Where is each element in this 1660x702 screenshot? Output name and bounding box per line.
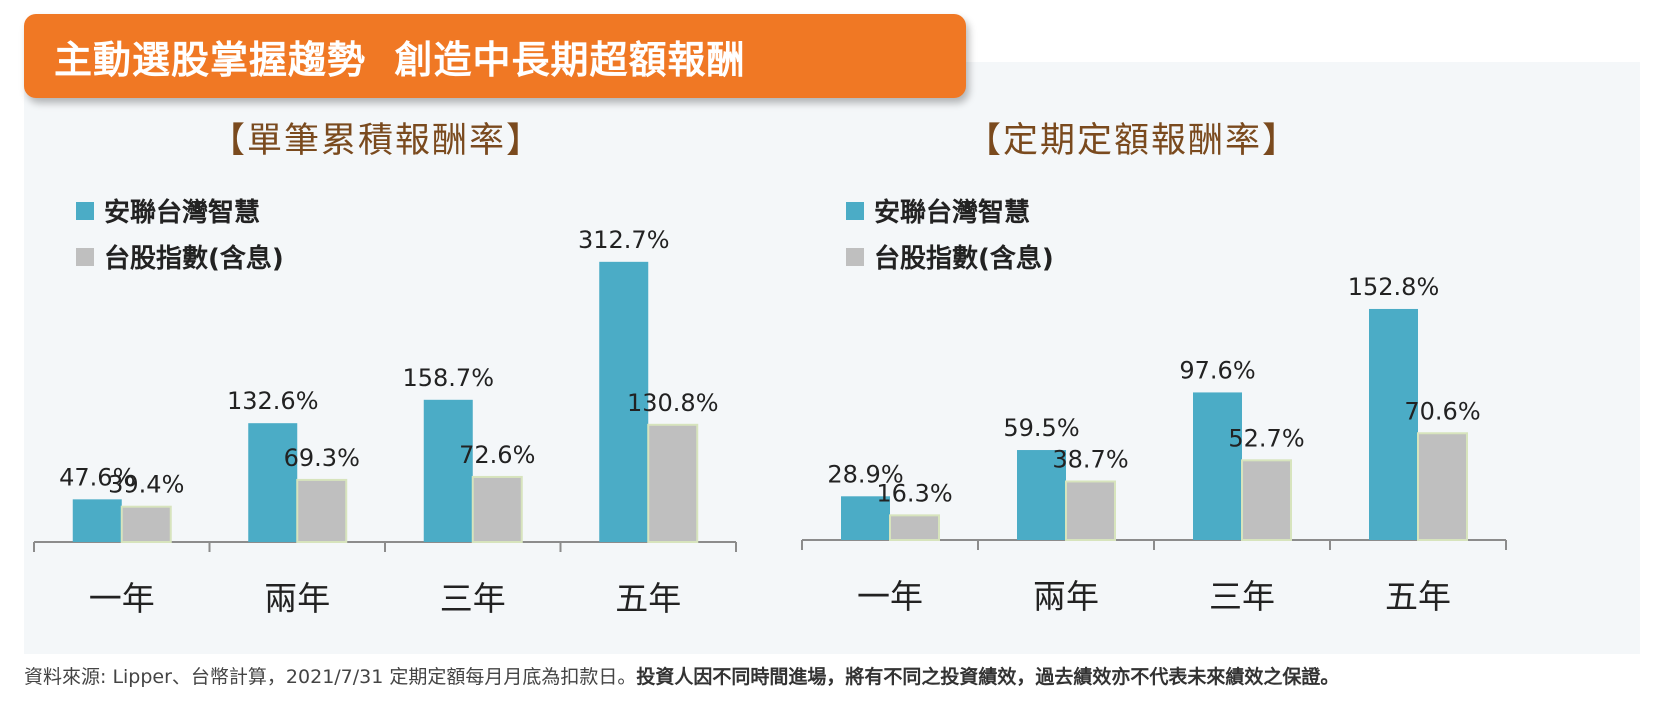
x-tick-label: 兩年	[264, 579, 330, 618]
legend-swatch-index	[76, 247, 94, 266]
footnote: 資料來源: Lipper、台幣計算，2021/7/31 定期定額每月月底為扣款日…	[24, 662, 1339, 689]
x-tick-label: 三年	[440, 579, 506, 618]
legend-swatch-fund	[846, 201, 864, 220]
bar-index	[120, 505, 172, 543]
bar-fund	[248, 423, 298, 542]
legend-fund-1: 安聯台灣智慧	[76, 192, 260, 229]
bar-fund	[1017, 450, 1066, 540]
data-label-fund: 28.9%	[827, 460, 903, 488]
bar-index	[1241, 459, 1292, 541]
data-label-fund: 312.7%	[578, 226, 670, 254]
legend-fund-2: 安聯台灣智慧	[846, 192, 1030, 229]
bar-index	[296, 478, 348, 543]
bar-index	[889, 514, 940, 541]
data-label-index: 38.7%	[1052, 445, 1128, 473]
legend-label-fund: 安聯台灣智慧	[874, 198, 1031, 228]
chart-title-lump-sum: 【單筆累積報酬率】	[210, 121, 544, 161]
x-tick-label: 一年	[89, 579, 155, 618]
bar-fund	[599, 261, 649, 542]
data-label-index: 39.4%	[108, 471, 184, 499]
footnote-disclaimer: 投資人因不同時間進場，將有不同之投資績效，過去績效亦不代表未來績效之保證。	[636, 666, 1340, 688]
data-label-fund: 152.8%	[1348, 273, 1440, 301]
data-label-fund: 97.6%	[1179, 356, 1255, 384]
legend-swatch-index	[846, 247, 864, 266]
x-tick-label: 三年	[1209, 577, 1275, 616]
bar-fund	[423, 399, 473, 542]
x-tick-label: 五年	[615, 579, 681, 618]
bar-index	[471, 475, 523, 544]
data-label-index: 16.3%	[876, 479, 952, 507]
legend-label-fund: 安聯台灣智慧	[104, 198, 261, 228]
data-label-index: 70.6%	[1404, 397, 1480, 425]
data-label-index: 69.3%	[284, 444, 360, 472]
chart-title-regular: 【定期定額報酬率】	[966, 121, 1300, 161]
x-tick-label: 五年	[1385, 577, 1451, 616]
data-label-fund: 132.6%	[227, 387, 319, 415]
legend-label-index: 台股指數(含息)	[874, 244, 1054, 274]
data-label-index: 72.6%	[459, 441, 535, 469]
data-label-fund: 47.6%	[59, 463, 135, 491]
data-label-index: 52.7%	[1228, 424, 1304, 452]
legend-index-2: 台股指數(含息)	[846, 238, 1054, 275]
data-label-fund: 59.5%	[1003, 414, 1079, 442]
bar-fund	[1193, 392, 1242, 540]
bar-index	[1417, 432, 1468, 542]
data-label-index: 130.8%	[627, 389, 719, 417]
legend-label-index: 台股指數(含息)	[104, 244, 284, 274]
x-tick-label: 一年	[857, 577, 923, 616]
bar-fund	[72, 499, 122, 542]
banner-title: 主動選股掌握趨勢 創造中長期超額報酬	[24, 14, 966, 98]
bar-index	[647, 423, 699, 543]
legend-swatch-fund	[76, 201, 94, 220]
bar-fund	[1369, 308, 1418, 540]
footnote-source: 資料來源: Lipper、台幣計算，2021/7/31 定期定額每月月底為扣款日…	[24, 666, 637, 688]
data-label-fund: 158.7%	[402, 364, 494, 392]
bar-index	[1065, 480, 1116, 541]
x-tick-label: 兩年	[1033, 577, 1099, 616]
bar-fund	[841, 496, 890, 540]
legend-index-1: 台股指數(含息)	[76, 238, 284, 275]
